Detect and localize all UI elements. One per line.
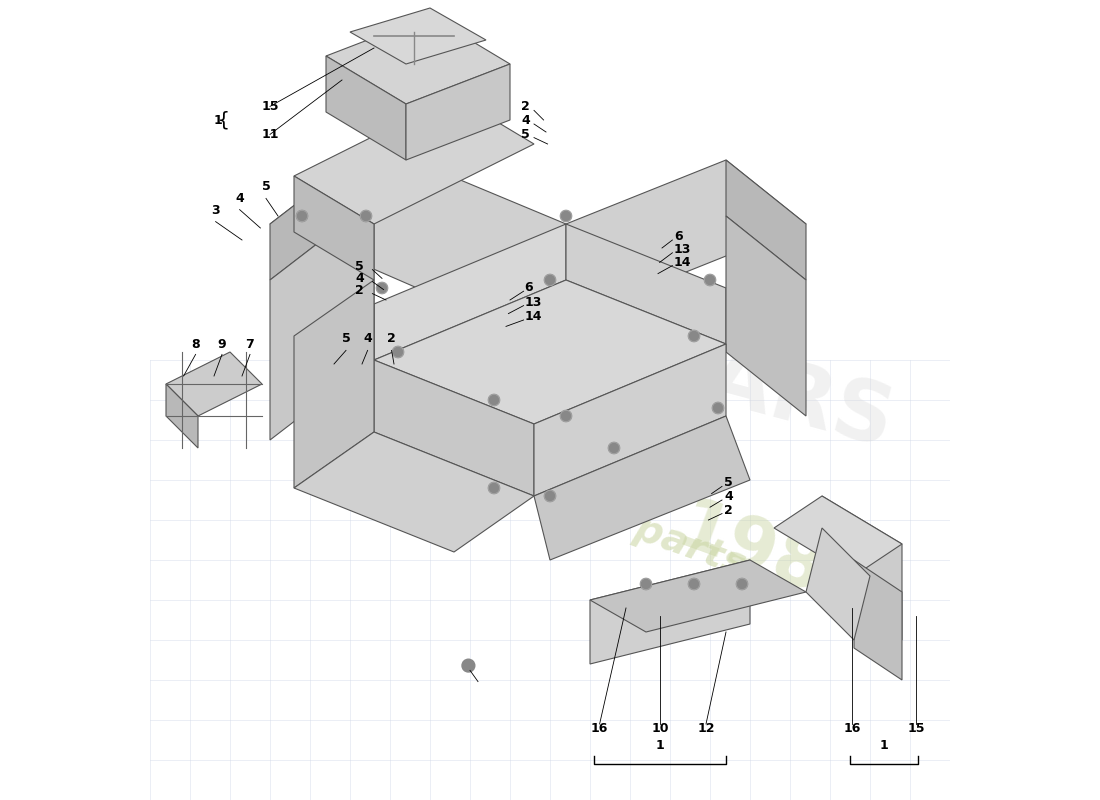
Circle shape (689, 578, 700, 590)
Circle shape (488, 482, 499, 494)
Text: 1: 1 (880, 739, 889, 752)
Polygon shape (294, 432, 534, 552)
Polygon shape (270, 144, 374, 280)
Text: 6: 6 (525, 282, 533, 294)
Circle shape (393, 346, 404, 358)
Text: 1: 1 (656, 739, 664, 752)
Text: 4: 4 (235, 192, 244, 205)
Circle shape (560, 210, 572, 222)
Text: 5: 5 (342, 333, 351, 346)
Polygon shape (726, 160, 806, 280)
Text: a passion for parts: a passion for parts (350, 407, 750, 585)
Polygon shape (534, 416, 750, 560)
Polygon shape (822, 496, 902, 640)
Polygon shape (726, 216, 806, 416)
Polygon shape (374, 280, 726, 424)
Text: 15: 15 (262, 100, 279, 113)
Text: 12: 12 (697, 722, 715, 735)
Text: 11: 11 (262, 128, 279, 141)
Circle shape (640, 578, 651, 590)
Polygon shape (326, 56, 406, 160)
Polygon shape (294, 280, 374, 488)
Circle shape (361, 210, 372, 222)
Text: 7: 7 (245, 338, 254, 351)
Text: 4: 4 (521, 114, 530, 127)
Polygon shape (806, 528, 870, 640)
Text: {: { (218, 111, 230, 130)
Text: 4: 4 (355, 272, 364, 285)
Polygon shape (534, 344, 726, 496)
Text: 1: 1 (213, 114, 222, 127)
Text: 13: 13 (525, 296, 542, 309)
Circle shape (376, 282, 387, 294)
Text: 8: 8 (191, 338, 200, 351)
Circle shape (560, 410, 572, 422)
Polygon shape (270, 144, 566, 304)
Polygon shape (774, 496, 902, 576)
Polygon shape (350, 8, 486, 64)
Text: 2: 2 (387, 333, 396, 346)
Polygon shape (406, 64, 510, 160)
Text: 5: 5 (725, 476, 733, 490)
Polygon shape (326, 16, 510, 104)
Text: 5: 5 (355, 259, 364, 273)
Text: 16: 16 (844, 722, 861, 735)
Text: 16: 16 (591, 722, 608, 735)
Text: 3: 3 (211, 204, 220, 218)
Text: 9: 9 (218, 338, 227, 351)
Polygon shape (854, 560, 902, 680)
Circle shape (704, 274, 716, 286)
Polygon shape (374, 224, 566, 360)
Text: 5: 5 (262, 180, 271, 194)
Circle shape (736, 578, 748, 590)
Polygon shape (566, 160, 806, 288)
Circle shape (689, 330, 700, 342)
Polygon shape (294, 176, 374, 280)
Circle shape (544, 274, 556, 286)
Text: 14: 14 (674, 256, 692, 269)
Polygon shape (270, 200, 374, 440)
Text: 2: 2 (725, 504, 733, 517)
Polygon shape (374, 360, 534, 496)
Circle shape (462, 659, 475, 672)
Circle shape (713, 402, 724, 414)
Text: 15: 15 (908, 722, 925, 735)
Circle shape (296, 210, 308, 222)
Text: 13: 13 (674, 242, 692, 256)
Text: 5: 5 (521, 127, 530, 141)
Text: 4: 4 (363, 333, 372, 346)
Polygon shape (166, 384, 198, 448)
Circle shape (608, 442, 619, 454)
Polygon shape (590, 560, 806, 632)
Text: 2: 2 (355, 284, 364, 297)
Polygon shape (566, 224, 726, 344)
Circle shape (544, 490, 556, 502)
Circle shape (488, 394, 499, 406)
Text: 10: 10 (651, 722, 669, 735)
Text: 6: 6 (674, 230, 683, 243)
Text: 2: 2 (521, 100, 530, 114)
Text: EUROCARS: EUROCARS (389, 255, 902, 465)
Text: 1985: 1985 (668, 493, 880, 627)
Polygon shape (166, 352, 262, 416)
Polygon shape (294, 96, 534, 224)
Polygon shape (590, 560, 750, 664)
Text: 14: 14 (525, 310, 542, 323)
Text: 4: 4 (725, 490, 733, 503)
